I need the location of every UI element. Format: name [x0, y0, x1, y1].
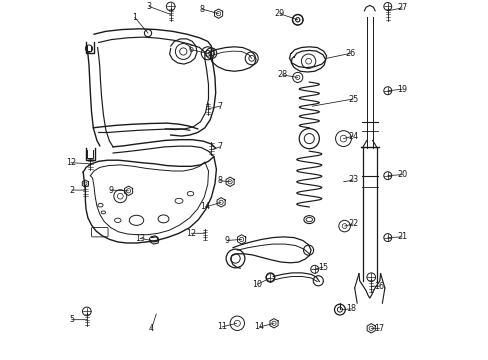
- Text: 13: 13: [135, 234, 145, 243]
- Text: 9: 9: [224, 236, 229, 245]
- Text: 8: 8: [217, 176, 222, 185]
- Text: 5: 5: [69, 315, 74, 324]
- Text: 16: 16: [374, 282, 384, 291]
- Text: 2: 2: [69, 186, 74, 194]
- Text: 10: 10: [252, 280, 262, 289]
- Text: 8: 8: [199, 4, 204, 13]
- Text: 7: 7: [217, 142, 222, 151]
- Text: 17: 17: [374, 324, 384, 333]
- Text: 19: 19: [396, 85, 407, 94]
- Text: 12: 12: [66, 158, 76, 167]
- Text: 27: 27: [396, 3, 407, 12]
- Text: 14: 14: [254, 323, 264, 331]
- Text: 7: 7: [217, 102, 222, 111]
- Text: 1: 1: [132, 13, 137, 22]
- Text: 11: 11: [217, 323, 227, 331]
- Text: 23: 23: [347, 175, 358, 184]
- Text: 25: 25: [347, 94, 358, 104]
- Text: 20: 20: [396, 170, 407, 179]
- Text: 21: 21: [396, 233, 407, 242]
- Text: 22: 22: [347, 219, 358, 228]
- Text: 28: 28: [277, 71, 287, 79]
- Text: 18: 18: [345, 304, 355, 313]
- Text: 12: 12: [186, 229, 196, 238]
- Text: 6: 6: [188, 45, 193, 54]
- Text: 15: 15: [317, 263, 327, 271]
- Text: 14: 14: [200, 202, 210, 211]
- Text: 4: 4: [149, 324, 154, 333]
- Text: 29: 29: [274, 9, 285, 18]
- Text: 24: 24: [347, 132, 358, 140]
- Text: 9: 9: [108, 186, 113, 194]
- Text: 3: 3: [146, 2, 151, 11]
- Text: 26: 26: [345, 49, 355, 58]
